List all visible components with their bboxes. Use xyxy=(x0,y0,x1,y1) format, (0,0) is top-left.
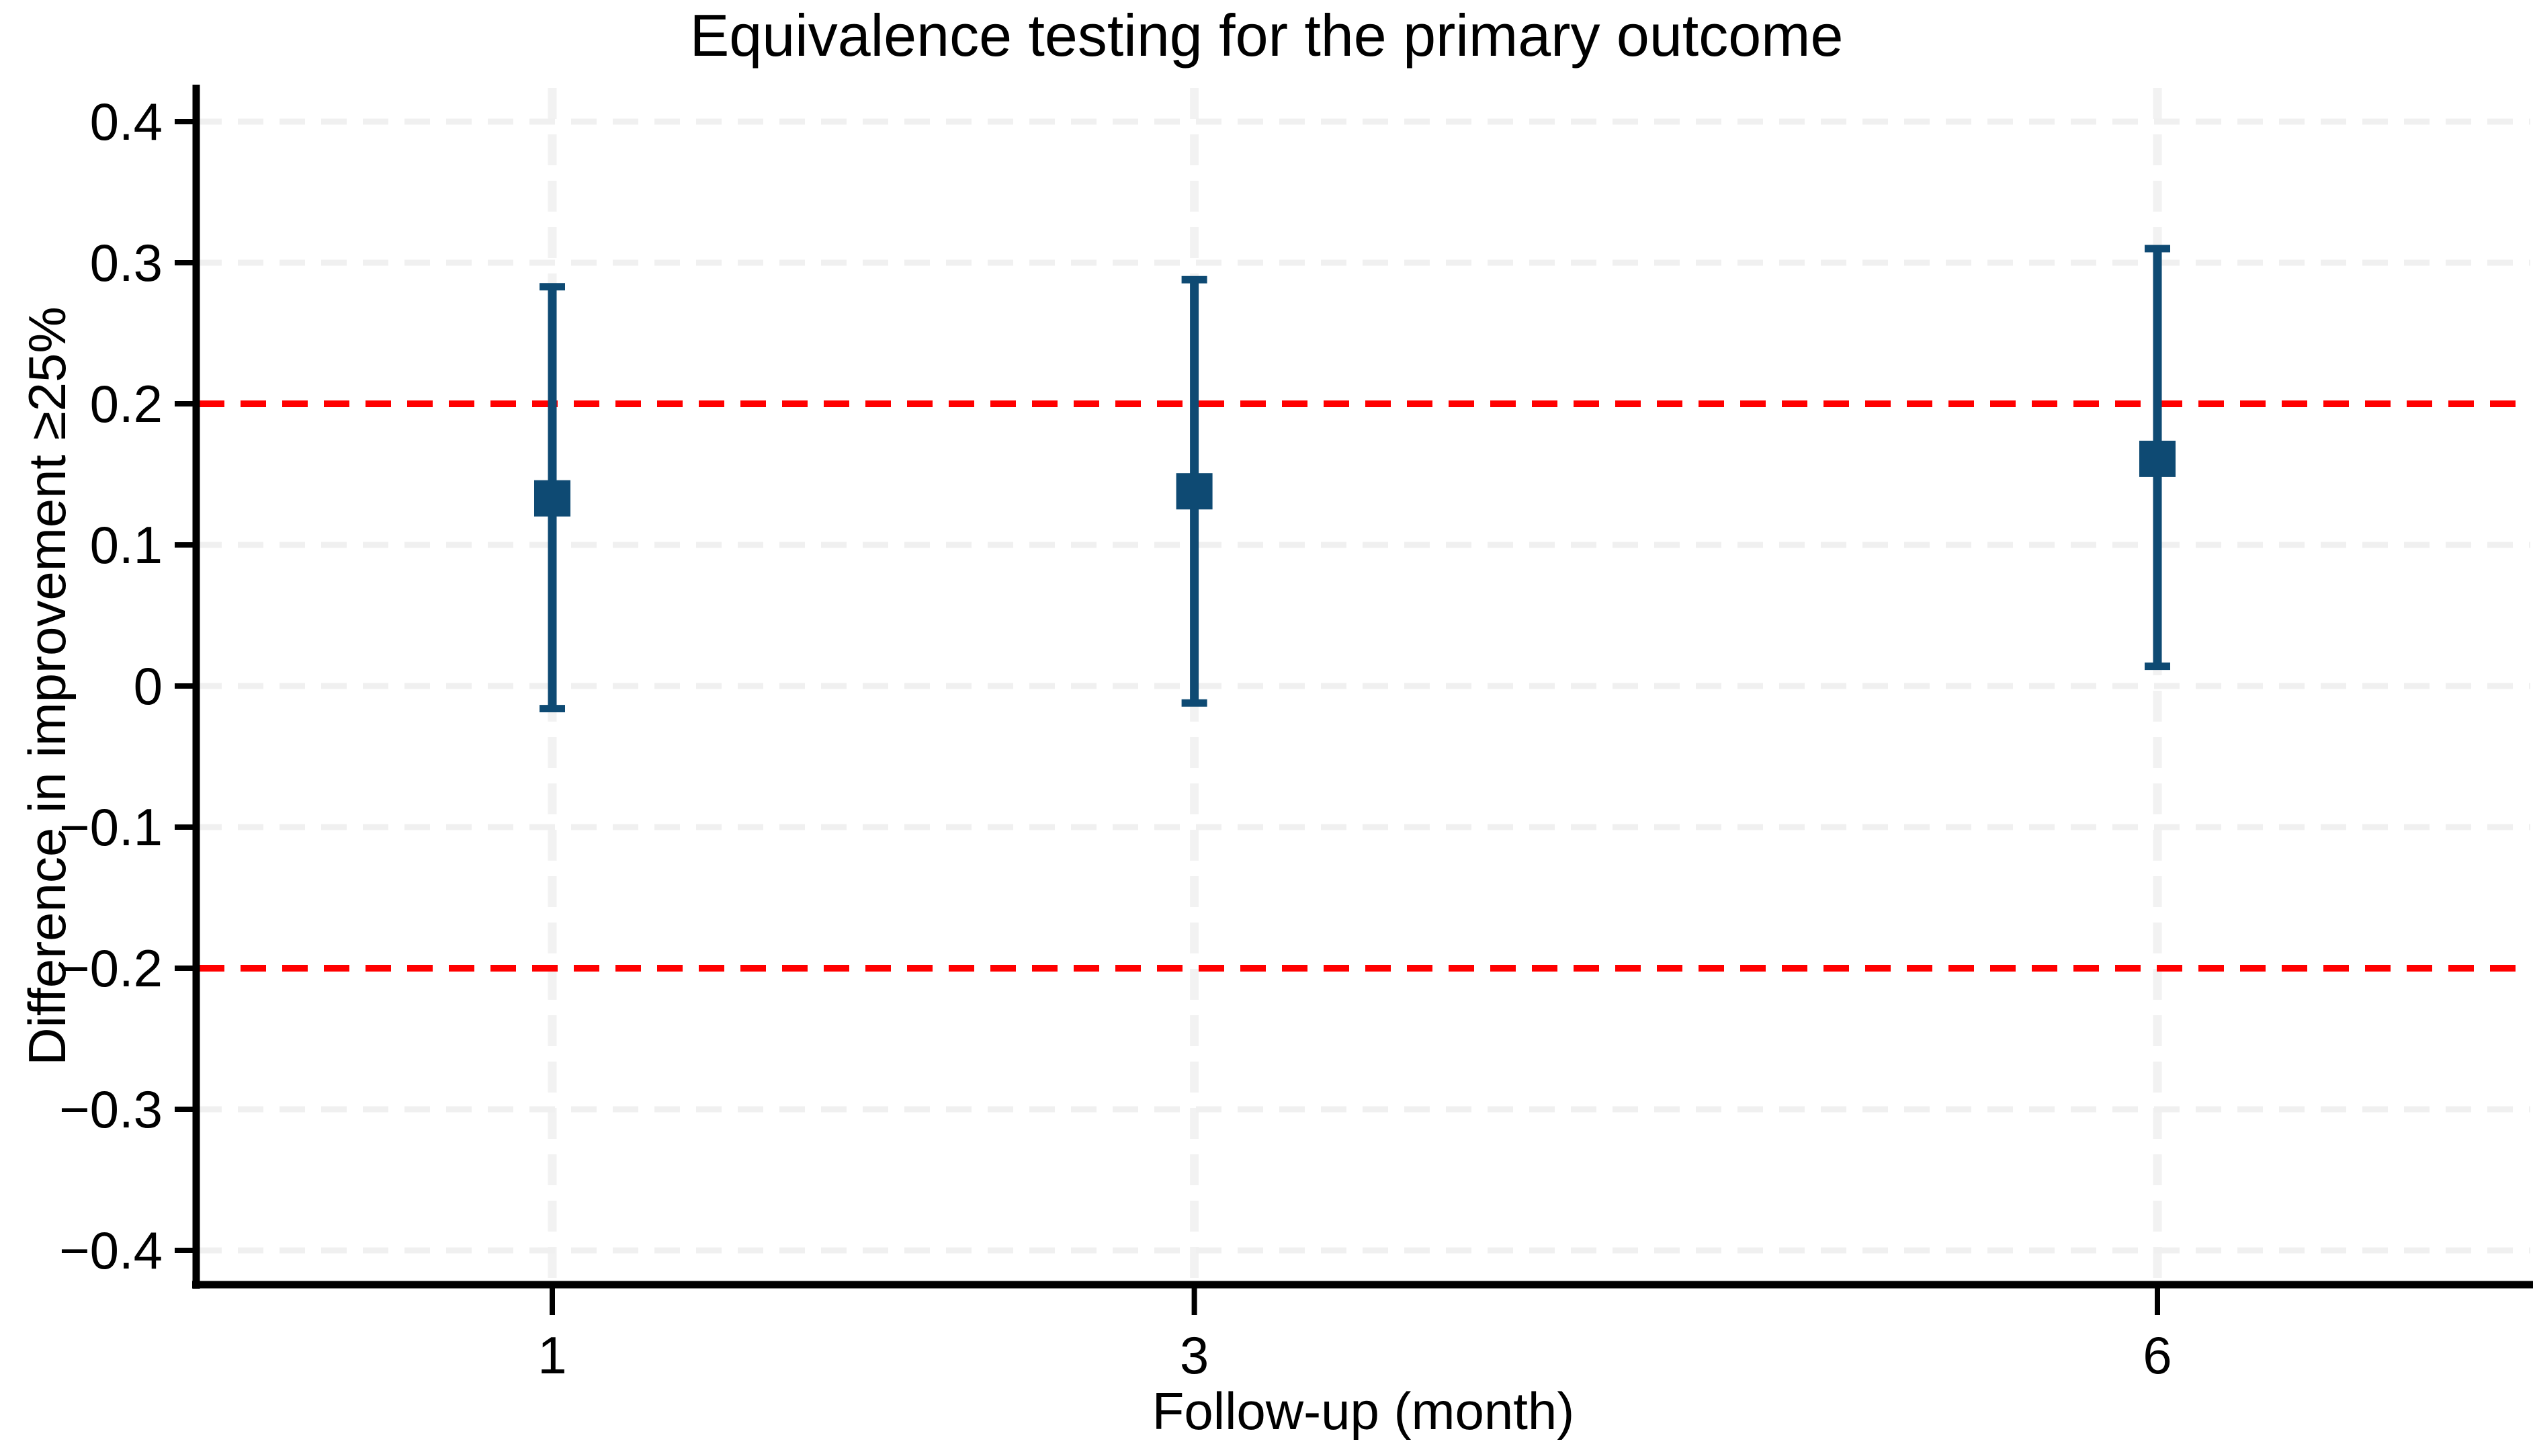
point-marker xyxy=(1176,473,1213,510)
y-tick-label: −0.4 xyxy=(59,1221,163,1280)
chart-title: Equivalence testing for the primary outc… xyxy=(689,2,1844,69)
x-tick-label: 1 xyxy=(538,1326,567,1385)
y-tick-label: 0.1 xyxy=(89,515,163,574)
x-tick-label: 6 xyxy=(2143,1326,2172,1385)
x-axis-title: Follow-up (month) xyxy=(1152,1381,1575,1441)
y-tick-label: 0.4 xyxy=(89,92,163,151)
point-marker xyxy=(534,480,570,517)
y-tick-label: −0.3 xyxy=(59,1080,163,1139)
y-tick-label: 0.3 xyxy=(89,233,163,292)
point-marker xyxy=(2139,440,2176,477)
y-tick-label: 0 xyxy=(133,656,163,716)
y-tick-label: 0.2 xyxy=(89,374,163,433)
x-tick-label: 3 xyxy=(1179,1326,1209,1385)
y-tick-label: −0.1 xyxy=(59,798,163,857)
y-tick-label: −0.2 xyxy=(59,939,163,998)
